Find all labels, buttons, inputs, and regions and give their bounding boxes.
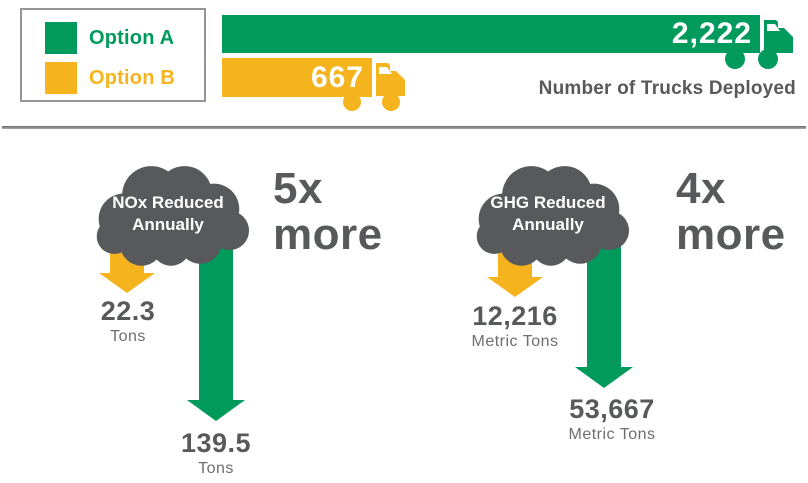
option-a-bar: 2,222 — [222, 15, 760, 53]
nox-option-b-value: 22.3 — [100, 296, 156, 326]
option-a-color-swatch — [45, 22, 77, 54]
legend-item-option-a: Option A — [45, 22, 174, 54]
ghg-option-b-unit: Metric Tons — [471, 333, 559, 350]
option-b-bar: 667 — [222, 58, 372, 97]
ghg-option-b-value: 12,216 — [472, 301, 558, 331]
cloud-icon — [96, 166, 250, 266]
nox-multiplier-line1: 5x — [273, 164, 323, 213]
ghg-option-a-unit: Metric Tons — [568, 426, 656, 443]
option-b-label: Option B — [89, 66, 176, 89]
nox-option-a-value: 139.5 — [180, 428, 252, 458]
ghg-multiplier-line1: 4x — [676, 164, 726, 213]
ghg-multiplier: 4x more — [676, 166, 786, 258]
cloud-icon — [476, 166, 630, 266]
ghg-multiplier-line2: more — [676, 210, 786, 259]
nox-option-b-unit: Tons — [110, 328, 146, 345]
truck-bar-option-b: 667 — [222, 58, 432, 114]
truck-wheel-icon — [382, 93, 400, 111]
truck-cab-icon — [376, 63, 405, 96]
nox-cloud-line1: NOx Reduced — [112, 193, 224, 212]
section-divider — [2, 126, 806, 129]
ghg-cloud-label: GHG Reduced Annually — [465, 192, 631, 236]
ghg-option-a-value: 53,667 — [569, 394, 655, 424]
trucks-caption: Number of Trucks Deployed — [538, 78, 796, 99]
ghg-option-a-arrow-icon — [575, 233, 633, 388]
truck-bar-option-a: 2,222 — [222, 15, 802, 71]
option-a-label: Option A — [89, 26, 175, 49]
nox-cloud-line2: Annually — [132, 215, 204, 234]
ghg-cloud: GHG Reduced Annually — [465, 158, 631, 266]
nox-multiplier: 5x more — [273, 166, 383, 258]
legend-item-option-b: Option B — [45, 62, 175, 94]
ghg-cloud-line2: Annually — [512, 215, 584, 234]
nox-multiplier-line2: more — [273, 210, 383, 259]
truck-wheel-icon — [343, 93, 361, 111]
nox-option-a-unit: Tons — [198, 460, 234, 477]
truck-cab-icon — [764, 20, 793, 53]
truck-wheel-icon — [725, 49, 745, 69]
legend: Option A Option B — [20, 8, 206, 102]
nox-cloud-label: NOx Reduced Annually — [85, 192, 251, 236]
option-b-truck-count: 667 — [310, 60, 364, 94]
option-a-truck-count: 2,222 — [671, 17, 752, 50]
nox-option-a-arrow-icon — [187, 233, 245, 421]
ghg-cloud-line1: GHG Reduced — [490, 193, 606, 212]
nox-cloud: NOx Reduced Annually — [85, 158, 251, 266]
truck-wheel-icon — [758, 49, 778, 69]
option-b-color-swatch — [45, 62, 77, 94]
